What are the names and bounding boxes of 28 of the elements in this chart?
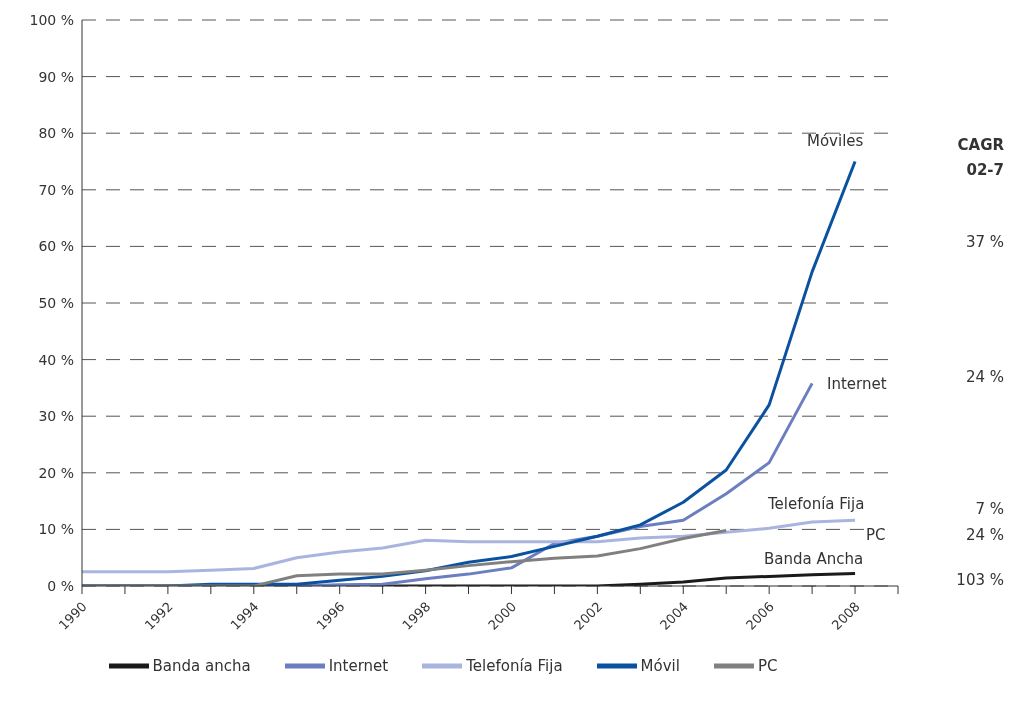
y-tick-label: 50 % [38, 294, 74, 311]
y-tick-label: 0 % [47, 577, 74, 594]
y-tick-label: 60 % [38, 238, 74, 255]
y-tick-label: 30 % [38, 408, 74, 425]
annotation: Internet [826, 375, 888, 393]
text: 37 % [965, 233, 1004, 251]
text: 103 % [956, 571, 1004, 589]
y-tick-label: 20 % [38, 464, 74, 481]
legend-label: Internet [328, 656, 389, 675]
y-tick-label: 80 % [38, 125, 74, 142]
text: CAGR [957, 136, 1004, 154]
text: 02-7 [966, 161, 1004, 179]
legend-label: Telefonía Fija [466, 656, 563, 675]
y-tick-label: 10 % [38, 521, 74, 538]
annotation: Móviles [806, 132, 865, 150]
text: 24 % [965, 526, 1004, 544]
annotation: Banda Ancha [763, 550, 865, 568]
legend-label: Móvil [640, 656, 680, 675]
y-tick-label: 40 % [38, 351, 74, 368]
legend-label: PC [757, 656, 778, 675]
y-tick-label: 90 % [38, 68, 74, 85]
legend-label: Banda ancha [152, 656, 251, 675]
text: 7 % [975, 500, 1004, 518]
text: 24 % [965, 368, 1004, 386]
y-tick-label: 100 % [29, 11, 74, 28]
annotation: Telefonía Fija [767, 495, 866, 513]
annotation: PC [864, 526, 888, 544]
y-tick-label: 70 % [38, 181, 74, 198]
